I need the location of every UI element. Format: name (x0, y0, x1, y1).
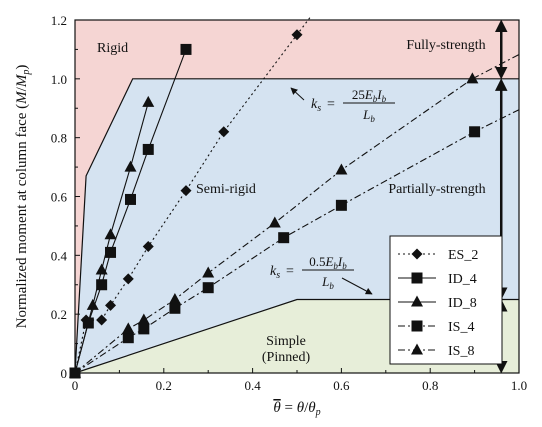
marker-is_8-3 (168, 292, 181, 304)
svg-text:ks: ks (270, 264, 280, 281)
rigid-boundary-line (74, 78, 519, 374)
series-markers (69, 29, 481, 379)
pinned-label: (Pinned) (262, 350, 311, 365)
x-tick-label-2: 0.4 (244, 378, 261, 393)
series-line-es_2 (74, 16, 311, 374)
marker-is_8-7 (466, 72, 479, 84)
y-tick-label-2: 0.4 (51, 248, 68, 263)
svg-text:ks: ks (311, 97, 321, 114)
fully-strength-label: Fully-strength (406, 38, 485, 53)
marker-es_2-2 (96, 314, 108, 326)
legend-item-es_2: ES_2 (398, 248, 478, 263)
axes: 0 0.2 0.4 0.6 0.8 1.0 0 0.2 0.4 0.6 0.8 1.0 1.2 θ = θ… (14, 13, 527, 418)
rigid-label: Rigid (97, 41, 128, 56)
y-tick-label-4: 0.8 (51, 131, 67, 146)
marker-id_4-3 (105, 246, 117, 258)
legend-label-id_8: ID_8 (448, 296, 477, 311)
marker-id_4-1 (82, 317, 94, 329)
legend-item-is_4: IS_4 (398, 320, 474, 335)
y-tick-label-5: 1.0 (51, 72, 67, 87)
marker-id_8-4 (124, 160, 137, 172)
marker-id_4-2 (96, 279, 108, 291)
y-axis-label: Normalized moment at column face (M/Mp) (14, 65, 32, 329)
x-tick-label-1: 0.2 (156, 378, 172, 393)
svg-text:=: = (327, 97, 335, 112)
marker-id_8-5 (142, 95, 155, 107)
legend-box (389, 235, 503, 365)
svg-text:25EbIb: 25EbIb (352, 87, 387, 104)
marker-es_2-6 (180, 185, 192, 197)
marker-es_2-3 (105, 299, 117, 311)
x-tick-label-5: 1.0 (511, 378, 527, 393)
legend-item-is_8: IS_8 (398, 343, 474, 359)
marker-es_2-8 (291, 29, 303, 41)
marker-id_4-6 (180, 43, 192, 55)
marker-is_8-6 (335, 163, 348, 175)
marker-es_2-4 (122, 273, 134, 285)
semi-rigid-label: Semi-rigid (196, 182, 256, 197)
y-tick-label-3: 0.6 (51, 190, 68, 205)
x-tick-label-0: 0 (72, 378, 79, 393)
y-tick-label-0: 0 (61, 366, 68, 381)
marker-id_4-4 (125, 193, 136, 205)
x-tick-label-3: 0.6 (333, 378, 350, 393)
y-tick-label-1: 0.2 (51, 307, 67, 322)
legend-marker-is_4 (411, 320, 423, 332)
marker-is_8-2 (137, 313, 150, 325)
marker-id_8-2 (95, 263, 108, 275)
marker-es_2-5 (142, 241, 154, 253)
marker-is_4-5 (278, 232, 290, 244)
marker-is_4-6 (335, 199, 347, 211)
svg-text:0.5EbIb: 0.5EbIb (309, 254, 347, 271)
marker-is_8-1 (122, 322, 135, 334)
legend-label-is_8: IS_8 (448, 344, 474, 359)
x-axis-label: θ = θ/θp (273, 400, 320, 418)
marker-is_4-1 (122, 332, 134, 344)
legend-marker-es_2 (411, 248, 423, 260)
marker-is_8-5 (268, 216, 281, 228)
x-tick-label-4: 0.8 (422, 378, 438, 393)
marker-id_8-1 (86, 298, 99, 310)
marker-es_2-7 (218, 126, 230, 138)
rigid-formula-arrow (290, 87, 305, 101)
partially-strength-label: Partially-strength (388, 182, 485, 197)
marker-id_4-5 (142, 143, 154, 155)
legend-marker-id_8 (411, 295, 423, 307)
legend-item-id_4: ID_4 (398, 272, 477, 287)
legend-label-id_4: ID_4 (448, 272, 477, 287)
legend-item-id_8: ID_8 (398, 295, 477, 311)
marker-id_8-3 (104, 228, 117, 240)
marker-is_4-7 (469, 126, 481, 138)
marker-is_8-4 (202, 266, 215, 278)
marker-is_4-2 (138, 323, 150, 335)
legend-label-es_2: ES_2 (448, 248, 478, 263)
rigid-region (75, 20, 519, 373)
simple-label: Simple (266, 334, 306, 349)
legend-label-is_4: IS_4 (448, 320, 474, 335)
series-line-is_4 (74, 109, 520, 374)
marker-is_4-4 (202, 282, 214, 294)
svg-text:=: = (286, 264, 294, 279)
legend-marker-id_4 (411, 272, 423, 284)
legend-marker-is_8 (411, 343, 423, 355)
y-tick-label-6: 1.2 (51, 13, 67, 28)
simple-formula-arrow (341, 277, 373, 295)
marker-is_4-3 (169, 302, 181, 314)
legend: ES_2 ID_4 ID_8 IS_4 IS_8 (389, 235, 503, 365)
